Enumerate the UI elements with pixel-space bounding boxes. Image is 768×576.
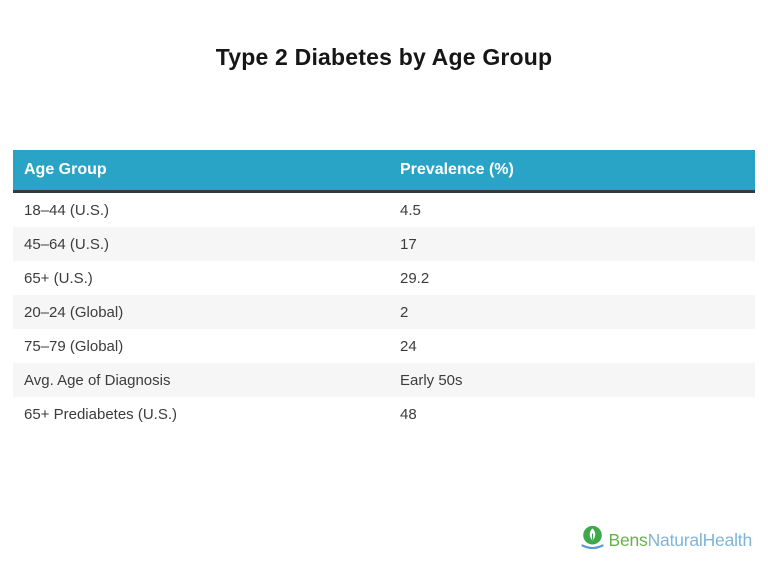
brand-logo: Bens NaturalHealth bbox=[580, 525, 753, 556]
age-group-cell: 20–24 (Global) bbox=[24, 303, 124, 321]
age-group-cell: 18–44 (U.S.) bbox=[24, 201, 110, 219]
column-header-age-group: Age Group bbox=[24, 161, 107, 178]
data-table: Age Group Prevalence (%) 18–44 (U.S.) 4.… bbox=[13, 150, 755, 431]
age-group-cell: 65+ (U.S.) bbox=[24, 269, 93, 287]
table-row: Avg. Age of Diagnosis Early 50s bbox=[13, 363, 755, 397]
table-row: 20–24 (Global) 2 bbox=[13, 295, 755, 329]
table-header-row: Age Group Prevalence (%) bbox=[13, 150, 755, 193]
leaf-water-icon bbox=[580, 525, 604, 556]
table-row: 45–64 (U.S.) 17 bbox=[13, 227, 755, 261]
table-row: 75–79 (Global) 24 bbox=[13, 329, 755, 363]
prevalence-cell: 4.5 bbox=[400, 201, 421, 219]
page-title: Type 2 Diabetes by Age Group bbox=[215, 44, 553, 70]
age-group-cell: Avg. Age of Diagnosis bbox=[24, 371, 171, 389]
prevalence-cell: 48 bbox=[400, 405, 417, 423]
table-body: 18–44 (U.S.) 4.5 45–64 (U.S.) 17 65+ (U.… bbox=[13, 193, 755, 431]
logo-text-primary: Bens bbox=[608, 530, 648, 550]
table-row: 65+ (U.S.) 29.2 bbox=[13, 261, 755, 295]
prevalence-cell: Early 50s bbox=[400, 371, 463, 389]
age-group-cell: 65+ Prediabetes (U.S.) bbox=[24, 405, 177, 423]
prevalence-cell: 29.2 bbox=[400, 269, 430, 287]
table-row: 18–44 (U.S.) 4.5 bbox=[13, 193, 755, 227]
prevalence-cell: 2 bbox=[400, 303, 409, 321]
column-header-prevalence: Prevalence (%) bbox=[400, 161, 514, 178]
prevalence-cell: 17 bbox=[400, 235, 417, 253]
logo-text-secondary: NaturalHealth bbox=[647, 530, 753, 550]
prevalence-cell: 24 bbox=[400, 337, 417, 355]
age-group-cell: 45–64 (U.S.) bbox=[24, 235, 110, 253]
table-row: 65+ Prediabetes (U.S.) 48 bbox=[13, 397, 755, 431]
age-group-cell: 75–79 (Global) bbox=[24, 337, 124, 355]
